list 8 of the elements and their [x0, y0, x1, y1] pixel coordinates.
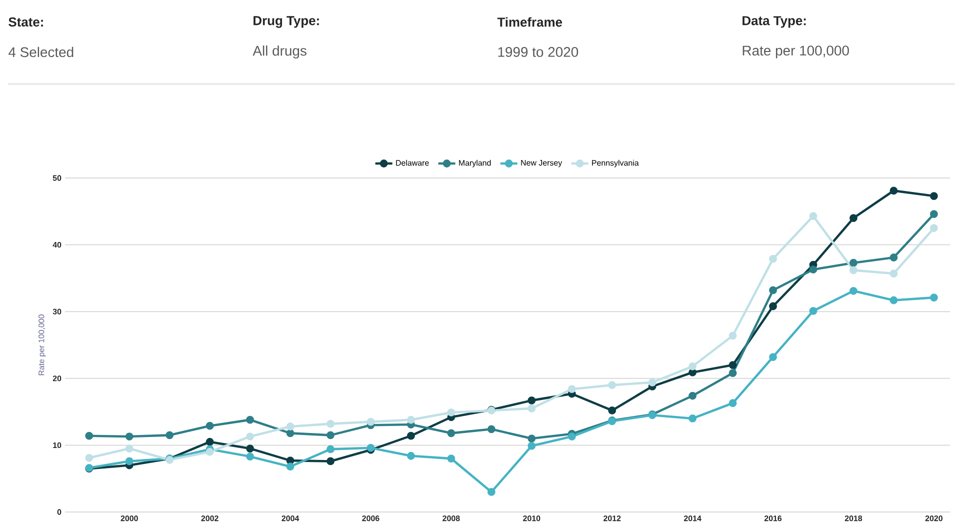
- text: All drugs: [252, 45, 306, 58]
- text: 4 Selected: [8, 46, 74, 58]
- text: Rate per 100,000: [742, 46, 849, 58]
- text: State:: [8, 17, 43, 27]
- text: 1999 to 2020: [498, 47, 578, 57]
- text: Timeframe: [497, 17, 562, 27]
- text: Drug Type:: [254, 16, 319, 28]
- text: Data Type:: [742, 16, 806, 28]
